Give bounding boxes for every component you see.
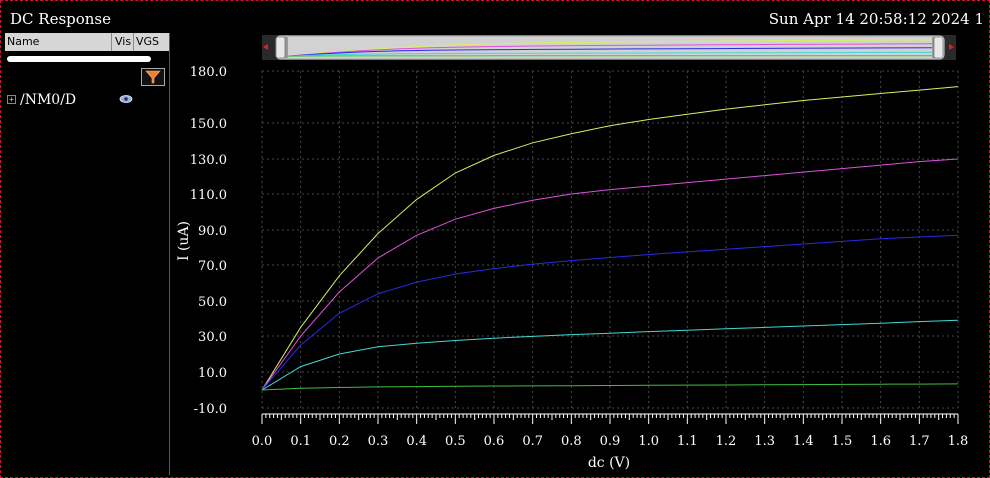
x-axis-label: dc (V) xyxy=(588,455,630,471)
datetime-label: Sun Apr 14 20:58:12 2024 1 xyxy=(768,10,984,28)
overview-series-2 xyxy=(287,43,933,57)
overview-series-4 xyxy=(287,51,932,57)
signal-panel: Name Vis VGS + /NM0/D xyxy=(5,33,170,475)
x-tick-label: 1.6 xyxy=(870,434,891,449)
x-tick-label: 1.3 xyxy=(754,434,775,449)
series-line-4 xyxy=(261,319,959,391)
x-tick-label: 0.4 xyxy=(406,434,427,449)
y-tick-label: -10.0 xyxy=(194,402,227,417)
x-tick-label: 0.3 xyxy=(368,434,389,449)
series-line-5 xyxy=(261,383,959,391)
overview-left-handle[interactable] xyxy=(275,36,286,59)
x-tick-label: 1.2 xyxy=(716,434,737,449)
filter-button[interactable] xyxy=(141,68,165,86)
overview-series-3 xyxy=(287,47,933,57)
x-tick-label: 0.8 xyxy=(561,434,582,449)
x-tick-label: 0.0 xyxy=(252,434,273,449)
y-tick-label: 110.0 xyxy=(190,188,227,203)
chart-grid xyxy=(261,70,959,409)
overview-right-handle[interactable] xyxy=(933,36,944,59)
y-tick-label: 70.0 xyxy=(198,259,227,274)
x-tick-label: 0.9 xyxy=(600,434,621,449)
y-tick-label: 90.0 xyxy=(198,224,227,239)
signal-row[interactable]: + /NM0/D xyxy=(7,92,165,108)
window-title: DC Response xyxy=(10,10,112,28)
column-vgs[interactable]: VGS xyxy=(136,35,160,48)
series-line-2 xyxy=(261,158,959,391)
x-tick-label: 0.6 xyxy=(484,434,505,449)
overview-series-1 xyxy=(287,39,933,57)
y-tick-label: 150.0 xyxy=(190,117,227,132)
x-tick-label: 0.7 xyxy=(522,434,543,449)
series-line-3 xyxy=(261,234,959,391)
x-tick-label: 1.1 xyxy=(677,434,698,449)
y-tick-label: 50.0 xyxy=(198,295,227,310)
expand-icon[interactable]: + xyxy=(7,95,16,104)
signal-name: /NM0/D xyxy=(20,92,77,108)
chart-series xyxy=(261,86,959,391)
panel-horizontal-scrollbar[interactable] xyxy=(7,56,151,62)
scroll-right-icon[interactable] xyxy=(949,44,954,50)
signal-table-header: Name Vis VGS xyxy=(5,33,169,51)
x-tick-label: 1.8 xyxy=(948,434,969,449)
series-line-1 xyxy=(261,86,959,391)
x-axis: 0.0 0.1 0.2 0.3 0.4 0.5 0.6 0.7 0.8 0.9 1.0 1.1 1.2 1… xyxy=(252,413,969,449)
y-tick-label: 10.0 xyxy=(198,366,227,381)
x-tick-label: 0.2 xyxy=(329,434,350,449)
y-axis: 180.0 150.0 130.0 110.0 90.0 70.0 50.0 30.0 10.0… xyxy=(190,65,227,417)
x-tick-label: 1.0 xyxy=(638,434,659,449)
x-tick-label: 0.5 xyxy=(445,434,466,449)
x-tick-label: 1.7 xyxy=(909,434,930,449)
x-tick-label: 1.4 xyxy=(793,434,814,449)
y-tick-label: 130.0 xyxy=(190,153,227,168)
column-name[interactable]: Name xyxy=(7,35,40,48)
eye-icon[interactable] xyxy=(119,94,133,104)
column-vis[interactable]: Vis xyxy=(115,35,132,48)
y-tick-label: 30.0 xyxy=(198,330,227,345)
overview-scrollbar[interactable] xyxy=(262,35,956,60)
y-tick-label: 180.0 xyxy=(190,65,227,80)
x-tick-label: 1.5 xyxy=(832,434,853,449)
y-axis-label: I (uA) xyxy=(176,221,192,261)
scroll-left-icon[interactable] xyxy=(263,44,268,50)
x-tick-label: 0.1 xyxy=(290,434,311,449)
filter-icon xyxy=(145,70,161,84)
